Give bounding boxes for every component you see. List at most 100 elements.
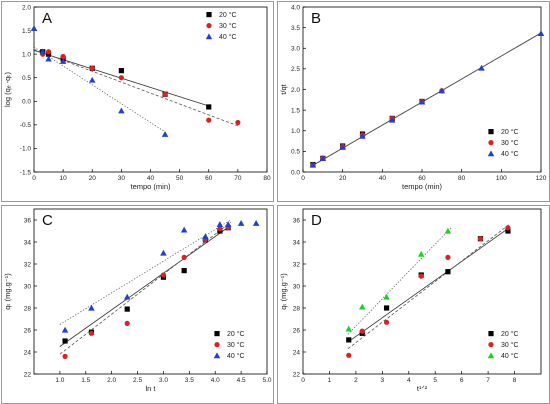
x-axis-label: tempo (min) <box>130 182 171 191</box>
data-point-series-3 <box>478 64 485 71</box>
data-point-series-3 <box>252 220 260 226</box>
x-axis-label: ln t <box>145 384 156 393</box>
y-tick-label: 30 <box>24 283 32 290</box>
x-tick-label: 7 <box>486 377 490 384</box>
y-tick-label: 36 <box>293 217 301 224</box>
data-point-series-3 <box>418 98 426 105</box>
data-point-series-3 <box>160 249 167 256</box>
y-tick-label: 24 <box>293 349 301 356</box>
y-tick-label: 0.5 <box>291 149 300 156</box>
data-point-series-1 <box>124 306 130 312</box>
y-tick-label: -0.5 <box>20 122 32 129</box>
data-point-series-2 <box>160 272 167 278</box>
data-point-series-1 <box>181 268 187 274</box>
y-tick-label: 26 <box>293 327 301 334</box>
panel-letter: A <box>42 10 52 27</box>
x-tick-label: 2.0 <box>107 377 116 384</box>
fit-line-3 <box>347 227 452 335</box>
fit-line-1 <box>59 225 231 347</box>
data-point-series-3 <box>444 227 452 234</box>
data-point-series-2 <box>62 353 68 359</box>
x-axis-label: t¹ᐟ² <box>417 384 428 393</box>
fit-line-2 <box>33 49 239 127</box>
x-tick-label: 70 <box>234 175 242 182</box>
data-point-series-2 <box>60 53 66 60</box>
legend-entry: 20 °C <box>227 330 245 338</box>
data-point-series-2 <box>45 49 52 55</box>
x-tick-label: 5.0 <box>262 377 271 384</box>
y-tick-label: 1.0 <box>22 51 31 58</box>
panel-letter: C <box>42 212 53 229</box>
x-tick-label: 3.5 <box>185 377 194 384</box>
data-point-series-3 <box>345 325 352 332</box>
y-tick-label: 22 <box>24 371 32 378</box>
fit-line-3 <box>59 219 231 325</box>
data-point-series-3 <box>383 293 390 300</box>
y-tick-label: 1.5 <box>22 28 31 35</box>
y-tick-label: 0.0 <box>291 169 300 176</box>
data-point-series-3 <box>359 132 366 139</box>
legend-entry: 30 °C <box>219 22 237 30</box>
y-tick-label: -1.0 <box>20 146 32 153</box>
data-point-series-3 <box>118 107 125 114</box>
data-point-series-3 <box>30 24 38 31</box>
data-point-series-3 <box>309 161 317 168</box>
data-point-series-3 <box>61 326 69 333</box>
x-tick-label: 80 <box>263 175 271 182</box>
data-point-series-2 <box>445 254 451 260</box>
data-point-series-1 <box>346 337 352 343</box>
x-tick-label: 0 <box>301 175 305 182</box>
legend-marker <box>214 342 220 348</box>
y-tick-label: 3.0 <box>291 46 300 53</box>
data-point-series-3 <box>88 304 95 311</box>
data-point-series-2 <box>383 319 390 325</box>
data-point-series-2 <box>162 91 168 97</box>
x-tick-label: 60 <box>418 175 426 182</box>
legend-marker <box>206 23 212 29</box>
data-point-series-2 <box>235 119 241 126</box>
x-tick-label: 40 <box>147 175 155 182</box>
data-point-series-3 <box>216 221 224 227</box>
x-tick-label: 4.0 <box>211 377 220 384</box>
y-axis-label: qₜ (mg.g⁻¹) <box>3 273 12 310</box>
y-tick-label: 32 <box>293 261 301 268</box>
legend-entry: 20 °C <box>501 128 519 136</box>
data-point-series-1 <box>62 338 68 344</box>
data-point-series-1 <box>445 269 451 275</box>
data-point-series-1 <box>206 104 212 110</box>
x-tick-label: 1.0 <box>55 377 64 384</box>
data-point-series-2 <box>206 117 212 123</box>
legend-marker <box>488 331 494 337</box>
x-tick-label: 30 <box>118 175 126 182</box>
data-point-series-3 <box>180 226 188 233</box>
plot-area <box>33 208 268 375</box>
fit-line-2 <box>312 32 542 166</box>
y-tick-label: 28 <box>293 305 301 312</box>
data-point-series-3 <box>224 221 232 227</box>
legend-entry: 40 °C <box>219 33 237 41</box>
y-tick-label: 4.0 <box>291 4 300 11</box>
legend-entry: 30 °C <box>227 341 245 349</box>
x-tick-label: 100 <box>496 175 507 182</box>
legend-marker <box>488 140 494 146</box>
y-tick-label: -1.5 <box>20 169 32 176</box>
y-tick-label: 26 <box>24 327 32 334</box>
data-point-series-2 <box>88 330 95 336</box>
legend-marker <box>214 331 220 337</box>
y-tick-label: 30 <box>293 283 301 290</box>
x-tick-label: 20 <box>89 175 97 182</box>
legend-entry: 30 °C <box>501 139 519 147</box>
fit-line-2 <box>59 221 232 355</box>
y-tick-label: 0.0 <box>22 99 31 106</box>
data-point-series-3 <box>417 250 425 257</box>
data-point-series-2 <box>124 320 130 326</box>
chart-panel-c: 1.0 1.5 2.0 2.5 3.0 3.5 4.0 4.5 5.0 22 24 26 28 30 32 3… <box>1 205 274 404</box>
x-tick-label: 1.5 <box>81 377 90 384</box>
plot-area <box>302 6 542 173</box>
data-point-series-2 <box>359 328 365 334</box>
plot-area <box>302 208 542 375</box>
x-tick-label: 5 <box>433 377 437 384</box>
y-tick-label: 0.5 <box>22 75 31 82</box>
y-axis-label: qₜ (mg.g⁻¹) <box>279 273 288 310</box>
